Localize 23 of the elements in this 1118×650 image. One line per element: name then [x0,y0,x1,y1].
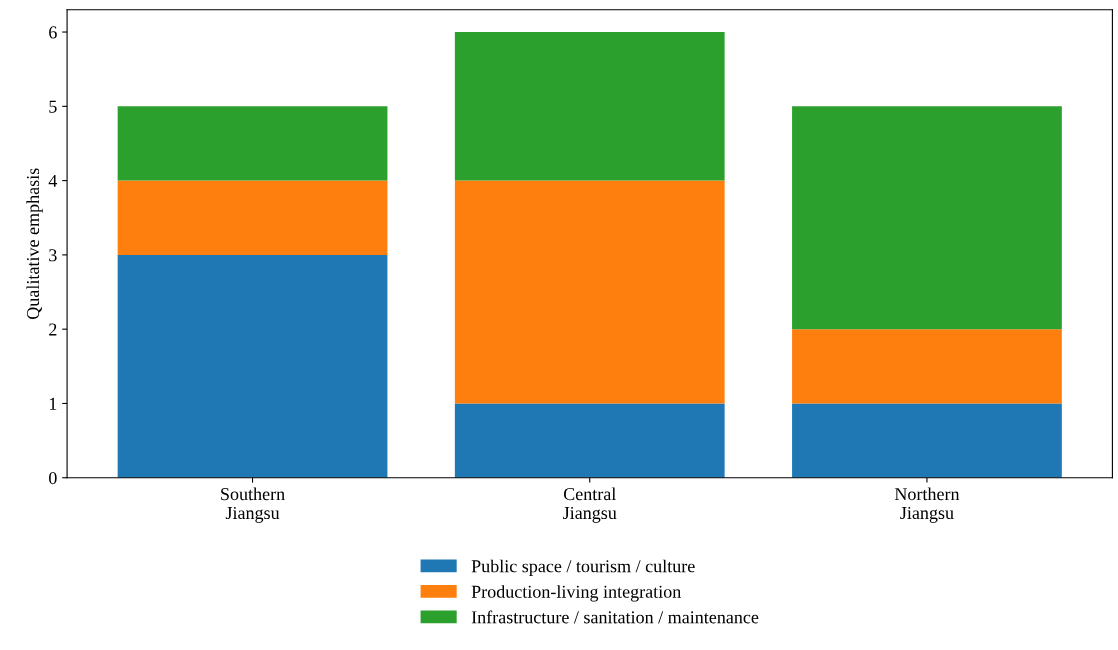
y-tick-label: 6 [49,26,57,39]
y-tick-label: 2 [49,323,57,336]
legend-label: Public space / tourism / culture [471,559,695,576]
x-tick-label: Southern Jiangsu [221,487,285,523]
bar [792,329,1062,404]
y-tick-label: 5 [49,100,57,113]
bar [117,180,388,255]
y-tick-label: 1 [49,397,57,410]
bar [454,403,725,478]
y-tick-label: 0 [49,472,57,485]
legend-label: Infrastructure / sanitation / maintenance [471,610,759,624]
bar [454,180,725,404]
x-tick-label: Central Jiangsu [563,487,617,523]
bar [454,32,725,181]
y-tick-label: 3 [49,249,57,262]
y-axis-title: Qualitative emphasis [26,168,43,319]
legend-label: Production-living integration [471,585,681,602]
bar [117,106,388,181]
bar [792,403,1062,478]
bar [117,254,388,478]
y-tick-label: 4 [48,174,58,187]
bar [792,106,1062,330]
x-tick-label: Northern Jiangsu [894,487,960,523]
